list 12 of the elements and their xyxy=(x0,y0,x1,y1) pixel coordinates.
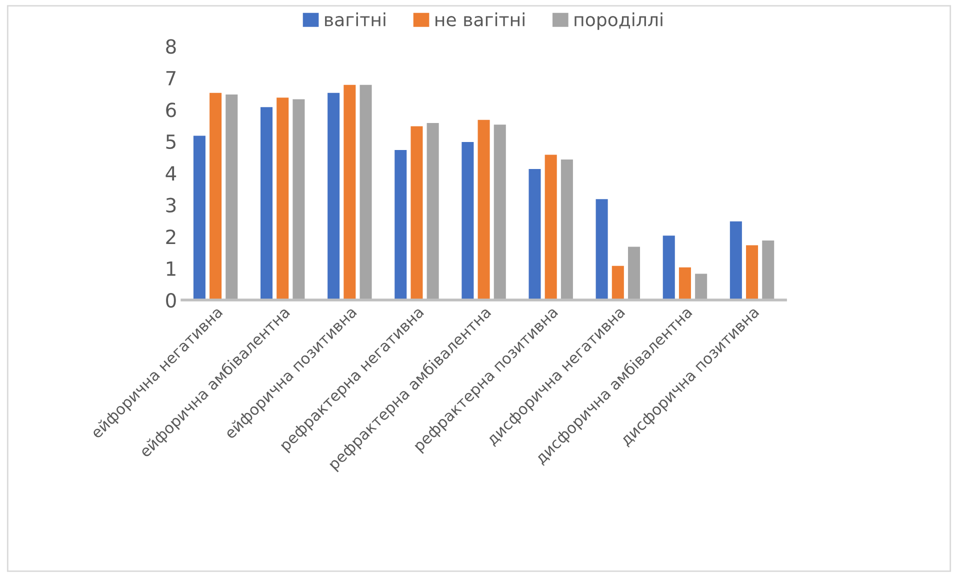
legend-label: вагітні xyxy=(325,12,386,26)
y-tick-label: 8 xyxy=(166,39,176,54)
legend-label: породіллі xyxy=(574,12,662,30)
y-tick-label: 5 xyxy=(166,134,176,150)
y-tick-label: 2 xyxy=(166,230,176,244)
y-tick-label: 4 xyxy=(166,166,176,180)
y-tick-label: 1 xyxy=(166,262,176,276)
y-tick-label: 0 xyxy=(166,292,176,308)
legend-label: не вагітні xyxy=(436,12,524,26)
y-tick-label: 3 xyxy=(166,198,176,212)
y-tick-label: 7 xyxy=(166,71,176,86)
y-tick-label: 6 xyxy=(166,102,176,118)
